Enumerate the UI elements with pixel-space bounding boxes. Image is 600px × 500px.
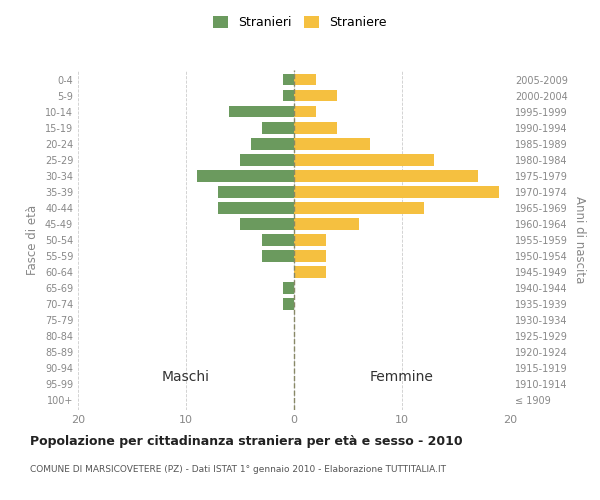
Bar [262, 234, 294, 246]
Bar [240, 218, 294, 230]
Bar [294, 122, 337, 134]
Bar [197, 170, 294, 181]
Bar [218, 186, 294, 198]
Y-axis label: Anni di nascita: Anni di nascita [573, 196, 586, 284]
Bar [294, 250, 326, 262]
Bar [294, 170, 478, 181]
Bar [283, 298, 294, 310]
Text: Popolazione per cittadinanza straniera per età e sesso - 2010: Popolazione per cittadinanza straniera p… [30, 435, 463, 448]
Bar [294, 186, 499, 198]
Bar [251, 138, 294, 149]
Bar [294, 138, 370, 149]
Text: COMUNE DI MARSICOVETERE (PZ) - Dati ISTAT 1° gennaio 2010 - Elaborazione TUTTITA: COMUNE DI MARSICOVETERE (PZ) - Dati ISTA… [30, 465, 446, 474]
Bar [283, 90, 294, 102]
Bar [240, 154, 294, 166]
Legend: Stranieri, Straniere: Stranieri, Straniere [208, 11, 392, 34]
Bar [294, 202, 424, 213]
Y-axis label: Fasce di età: Fasce di età [26, 205, 39, 275]
Bar [294, 154, 434, 166]
Text: Maschi: Maschi [162, 370, 210, 384]
Bar [294, 74, 316, 86]
Bar [229, 106, 294, 118]
Bar [294, 218, 359, 230]
Bar [283, 282, 294, 294]
Bar [294, 234, 326, 246]
Bar [294, 90, 337, 102]
Bar [294, 106, 316, 118]
Bar [218, 202, 294, 213]
Text: Femmine: Femmine [370, 370, 434, 384]
Bar [294, 266, 326, 278]
Bar [262, 250, 294, 262]
Bar [283, 74, 294, 86]
Bar [262, 122, 294, 134]
